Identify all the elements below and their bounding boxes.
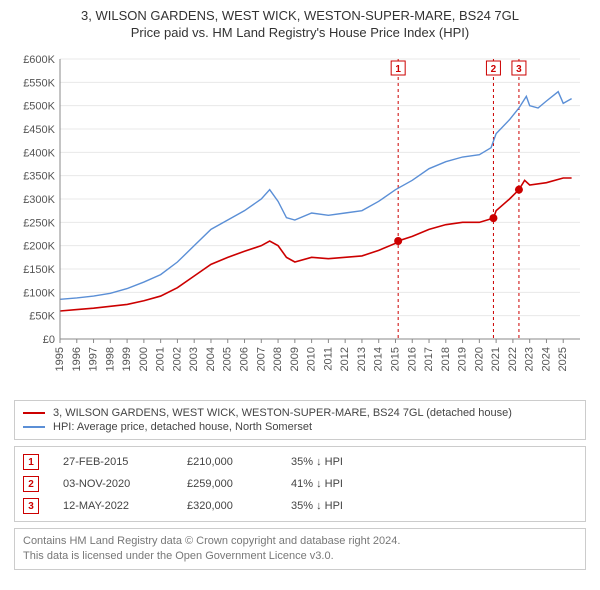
svg-text:2010: 2010 [306,347,318,371]
svg-text:2013: 2013 [356,347,368,371]
sale-row: 1 27-FEB-2015 £210,000 35% ↓ HPI [23,451,577,473]
svg-text:2023: 2023 [524,347,536,371]
legend-swatch [23,412,45,414]
svg-text:2003: 2003 [188,347,200,371]
legend-row: 3, WILSON GARDENS, WEST WICK, WESTON-SUP… [23,406,577,420]
svg-text:2004: 2004 [205,347,217,371]
sale-diff: 35% ↓ HPI [291,500,381,512]
attribution-footer: Contains HM Land Registry data © Crown c… [14,528,586,570]
svg-text:£450K: £450K [23,124,55,136]
svg-text:2014: 2014 [373,347,385,371]
sale-row: 3 12-MAY-2022 £320,000 35% ↓ HPI [23,495,577,517]
svg-text:£300K: £300K [23,194,55,206]
line-chart-svg: £0 £50K £100K £150K £200K £250K £300K £350K £400… [10,49,590,394]
svg-text:2015: 2015 [389,347,401,371]
svg-text:£150K: £150K [23,264,55,276]
svg-text:2021: 2021 [490,347,502,371]
svg-text:1997: 1997 [88,347,100,371]
svg-text:2002: 2002 [171,347,183,371]
svg-text:£250K: £250K [23,217,55,229]
svg-text:£100K: £100K [23,287,55,299]
svg-text:2018: 2018 [440,347,452,371]
svg-text:1996: 1996 [71,347,83,371]
svg-text:£500K: £500K [23,101,55,113]
svg-text:2017: 2017 [423,347,435,371]
legend-label: 3, WILSON GARDENS, WEST WICK, WESTON-SUP… [53,407,512,419]
sale-diff: 35% ↓ HPI [291,456,381,468]
svg-text:£600K: £600K [23,54,55,66]
svg-text:1999: 1999 [121,347,133,371]
svg-text:2024: 2024 [540,347,552,371]
svg-text:£550K: £550K [23,77,55,89]
svg-text:2006: 2006 [239,347,251,371]
svg-text:1: 1 [395,64,401,75]
svg-text:2011: 2011 [322,347,334,371]
sale-marker-icon: 1 [23,454,39,470]
svg-text:2008: 2008 [272,347,284,371]
svg-text:2007: 2007 [255,347,267,371]
sale-price: £210,000 [187,456,267,468]
sale-row: 2 03-NOV-2020 £259,000 41% ↓ HPI [23,473,577,495]
legend-swatch [23,426,45,428]
svg-text:2016: 2016 [406,347,418,371]
title-address: 3, WILSON GARDENS, WEST WICK, WESTON-SUP… [10,8,590,23]
sale-price: £259,000 [187,478,267,490]
svg-text:£350K: £350K [23,171,55,183]
svg-text:2009: 2009 [289,347,301,371]
sale-price: £320,000 [187,500,267,512]
footer-line1: Contains HM Land Registry data © Crown c… [23,534,577,549]
sale-marker-icon: 2 [23,476,39,492]
sale-date: 03-NOV-2020 [63,478,163,490]
sales-table: 1 27-FEB-2015 £210,000 35% ↓ HPI 2 03-NOV-202… [14,446,586,522]
footer-line2: This data is licensed under the Open Gov… [23,549,577,564]
svg-text:£200K: £200K [23,241,55,253]
svg-text:2012: 2012 [339,347,351,371]
sale-marker-icon: 3 [23,498,39,514]
legend-label: HPI: Average price, detached house, Nort… [53,421,312,433]
svg-text:3: 3 [516,64,522,75]
svg-text:2005: 2005 [222,347,234,371]
sale-date: 27-FEB-2015 [63,456,163,468]
svg-text:2: 2 [491,64,497,75]
svg-text:£0: £0 [43,334,55,346]
chart-container: 3, WILSON GARDENS, WEST WICK, WESTON-SUP… [0,0,600,570]
svg-text:1995: 1995 [54,347,66,371]
chart-area: £0 £50K £100K £150K £200K £250K £300K £350K £400… [10,49,590,394]
sale-date: 12-MAY-2022 [63,500,163,512]
svg-text:£400K: £400K [23,147,55,159]
svg-text:2019: 2019 [457,347,469,371]
legend-row: HPI: Average price, detached house, Nort… [23,420,577,434]
svg-text:2020: 2020 [473,347,485,371]
svg-text:2022: 2022 [507,347,519,371]
sale-diff: 41% ↓ HPI [291,478,381,490]
title-block: 3, WILSON GARDENS, WEST WICK, WESTON-SUP… [0,0,600,44]
svg-text:2025: 2025 [557,347,569,371]
svg-text:1998: 1998 [104,347,116,371]
svg-text:2000: 2000 [138,347,150,371]
legend-box: 3, WILSON GARDENS, WEST WICK, WESTON-SUP… [14,400,586,440]
title-subtitle: Price paid vs. HM Land Registry's House … [10,25,590,40]
svg-text:£50K: £50K [29,311,55,323]
svg-text:2001: 2001 [155,347,167,371]
